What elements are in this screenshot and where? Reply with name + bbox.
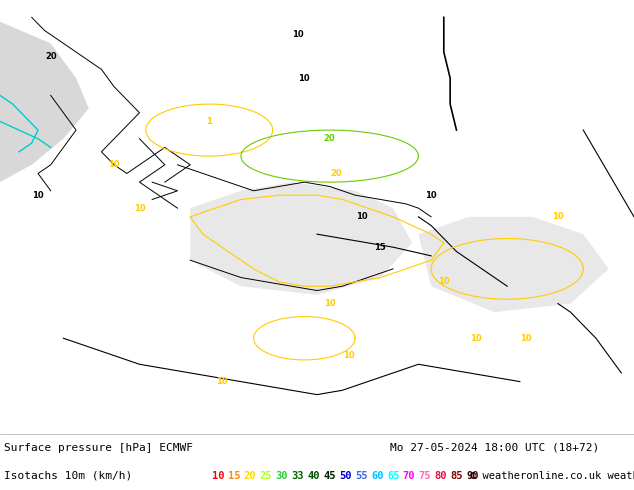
Polygon shape bbox=[190, 182, 412, 295]
Text: 90: 90 bbox=[467, 471, 479, 481]
Text: 10: 10 bbox=[343, 351, 354, 360]
Text: 20: 20 bbox=[45, 52, 56, 61]
Text: 10: 10 bbox=[212, 471, 224, 481]
Polygon shape bbox=[418, 217, 609, 312]
Text: 75: 75 bbox=[418, 471, 431, 481]
Text: 20: 20 bbox=[244, 471, 256, 481]
Text: 10: 10 bbox=[108, 160, 120, 169]
Text: 20: 20 bbox=[330, 169, 342, 178]
Text: 20: 20 bbox=[324, 134, 335, 143]
Text: 10: 10 bbox=[470, 334, 481, 343]
Text: Isotachs 10m (km/h): Isotachs 10m (km/h) bbox=[4, 471, 133, 481]
Text: 70: 70 bbox=[403, 471, 415, 481]
Text: 10: 10 bbox=[216, 377, 228, 386]
Polygon shape bbox=[0, 22, 89, 182]
Text: Mo 27-05-2024 18:00 UTC (18+72): Mo 27-05-2024 18:00 UTC (18+72) bbox=[390, 443, 599, 453]
Text: 33: 33 bbox=[292, 471, 304, 481]
Text: 50: 50 bbox=[339, 471, 352, 481]
Text: 30: 30 bbox=[276, 471, 288, 481]
Text: 10: 10 bbox=[356, 212, 367, 221]
Text: 15: 15 bbox=[375, 243, 386, 252]
Text: 10: 10 bbox=[134, 204, 145, 213]
Text: 25: 25 bbox=[260, 471, 272, 481]
Text: 40: 40 bbox=[307, 471, 320, 481]
Text: 15: 15 bbox=[228, 471, 240, 481]
Text: 10: 10 bbox=[292, 30, 304, 39]
Text: 10: 10 bbox=[521, 334, 532, 343]
Text: 10: 10 bbox=[438, 277, 450, 286]
Text: 80: 80 bbox=[434, 471, 447, 481]
Text: 45: 45 bbox=[323, 471, 336, 481]
Text: 1: 1 bbox=[206, 117, 212, 126]
Text: © weatheronline.co.uk weatheronline.co.uk: © weatheronline.co.uk weatheronline.co.u… bbox=[470, 471, 634, 481]
Text: 55: 55 bbox=[355, 471, 368, 481]
Text: Surface pressure [hPa] ECMWF: Surface pressure [hPa] ECMWF bbox=[4, 443, 193, 453]
Text: 10: 10 bbox=[425, 191, 437, 199]
Text: 65: 65 bbox=[387, 471, 399, 481]
Text: 10: 10 bbox=[552, 212, 564, 221]
Text: 10: 10 bbox=[32, 191, 44, 199]
Text: 85: 85 bbox=[451, 471, 463, 481]
Text: 10: 10 bbox=[299, 74, 310, 82]
Text: 60: 60 bbox=[371, 471, 384, 481]
Text: 10: 10 bbox=[324, 299, 335, 308]
